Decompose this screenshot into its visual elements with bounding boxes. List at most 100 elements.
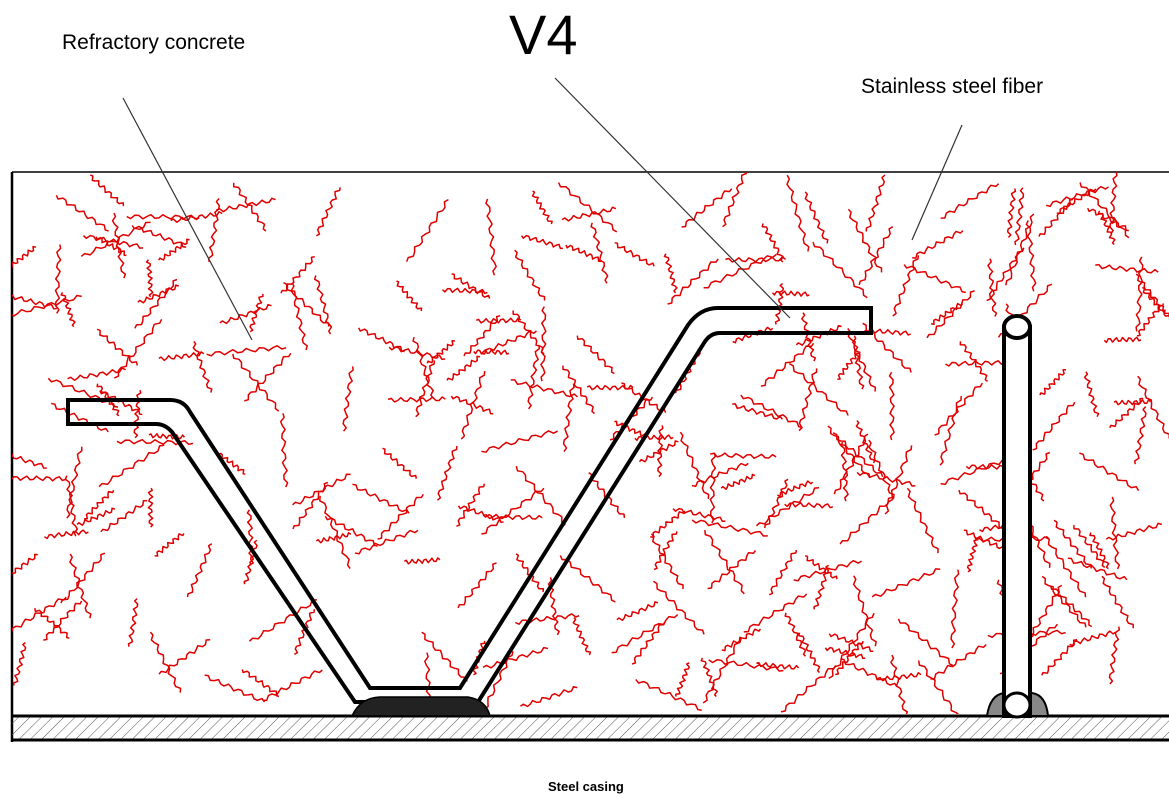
steel-fiber — [565, 244, 601, 263]
steel-fiber — [60, 552, 106, 604]
steel-fiber — [55, 194, 109, 232]
steel-fiber — [482, 646, 549, 669]
steel-fiber — [514, 249, 546, 301]
steel-fiber — [732, 403, 783, 420]
steel-fiber — [127, 598, 139, 647]
steel-fiber — [768, 549, 798, 596]
steel-fiber — [798, 632, 821, 674]
steel-fiber — [1136, 303, 1165, 337]
steel-fiber — [707, 550, 757, 590]
steel-fiber — [149, 631, 182, 693]
steel-fiber — [481, 430, 558, 453]
steel-fiber — [561, 206, 617, 222]
steel-fiber — [145, 259, 154, 298]
steel-fiber — [634, 434, 674, 442]
steel-fiber — [98, 444, 165, 488]
steel-fiber — [828, 633, 874, 653]
refractory-concrete-block — [10, 171, 1169, 742]
steel-casing-label: Steel casing — [548, 779, 624, 794]
steel-fiber — [930, 643, 987, 680]
steel-fiber — [674, 346, 703, 394]
steel-fiber — [481, 487, 545, 535]
steel-fiber — [451, 273, 491, 299]
refractory-concrete-label: Refractory concrete — [62, 31, 246, 54]
steel-fiber — [710, 452, 777, 459]
steel-fiber — [1109, 172, 1118, 235]
steel-fiber — [12, 453, 47, 469]
steel-fiber — [986, 247, 1025, 302]
steel-fiber — [1069, 630, 1116, 647]
steel-fiber — [446, 355, 481, 381]
steel-fiber — [812, 241, 868, 299]
steel-fiber — [732, 326, 774, 344]
steel-fiber — [858, 226, 894, 286]
steel-fiber — [631, 621, 666, 665]
steel-fiber — [441, 287, 488, 295]
steel-fiber — [1026, 584, 1063, 642]
steel-fiber — [611, 614, 679, 654]
steel-fiber — [774, 283, 785, 325]
steel-fiber — [158, 238, 190, 261]
steel-fiber — [457, 562, 497, 609]
steel-fiber — [1073, 525, 1106, 569]
steel-fiber — [280, 255, 315, 294]
steel-fiber — [403, 557, 441, 565]
steel-fiber — [207, 198, 221, 262]
steel-fiber — [1079, 452, 1140, 491]
steel-fiber — [557, 182, 618, 233]
steel-fiber — [906, 487, 939, 554]
steel-fiber — [650, 533, 684, 589]
steel-fiber — [1067, 557, 1128, 581]
steel-fiber — [903, 264, 966, 294]
steel-fiber — [460, 371, 486, 440]
steel-fiber — [888, 371, 895, 441]
steel-fiber — [540, 306, 547, 382]
steel-fiber — [852, 575, 877, 647]
steel-fiber — [764, 478, 789, 529]
steel-fiber — [801, 312, 817, 362]
steel-fiber — [96, 328, 139, 366]
steel-fiber — [959, 341, 989, 383]
stainless-steel-fibers — [12, 172, 1169, 714]
steel-fiber — [1135, 273, 1169, 318]
steel-fiber — [396, 280, 423, 312]
steel-fiber — [934, 382, 983, 436]
steel-fiber — [206, 345, 287, 357]
steel-fiber — [892, 255, 920, 317]
steel-fiber — [771, 290, 810, 297]
steel-fiber — [482, 513, 543, 521]
steel-fiber — [100, 500, 148, 533]
steel-fiber — [576, 335, 615, 375]
steel-fiber — [721, 628, 762, 652]
steel-fiber — [703, 253, 777, 289]
steel-fiber — [702, 638, 742, 704]
steel-fiber — [700, 657, 718, 697]
steel-fiber — [743, 593, 808, 633]
steel-fiber — [691, 519, 768, 537]
steel-fiber — [963, 529, 1006, 550]
steel-fiber — [342, 366, 354, 432]
steel-fiber — [588, 471, 626, 518]
steel-fiber — [945, 360, 1006, 367]
steel-fiber — [1006, 188, 1017, 238]
steel-fiber — [940, 183, 1000, 219]
steel-fiber — [832, 432, 884, 478]
steel-fiber — [12, 596, 67, 633]
steel-fiber — [740, 394, 803, 429]
steel-fiber — [232, 353, 280, 412]
steel-fiber — [219, 303, 272, 325]
steel-fiber — [1041, 639, 1078, 676]
steel-fiber — [436, 446, 458, 501]
v4-anchor — [66, 306, 873, 704]
steel-fiber — [784, 612, 807, 657]
stainless-steel-fiber-label: Stainless steel fiber — [861, 75, 1044, 98]
steel-fiber — [515, 466, 566, 526]
steel-fiber — [755, 486, 820, 527]
steel-fiber — [215, 197, 276, 213]
steel-fiber — [475, 317, 522, 324]
steel-fiber — [170, 211, 223, 223]
steel-fiber — [616, 601, 659, 622]
steel-fiber — [137, 284, 180, 304]
steel-fiber — [653, 531, 678, 571]
